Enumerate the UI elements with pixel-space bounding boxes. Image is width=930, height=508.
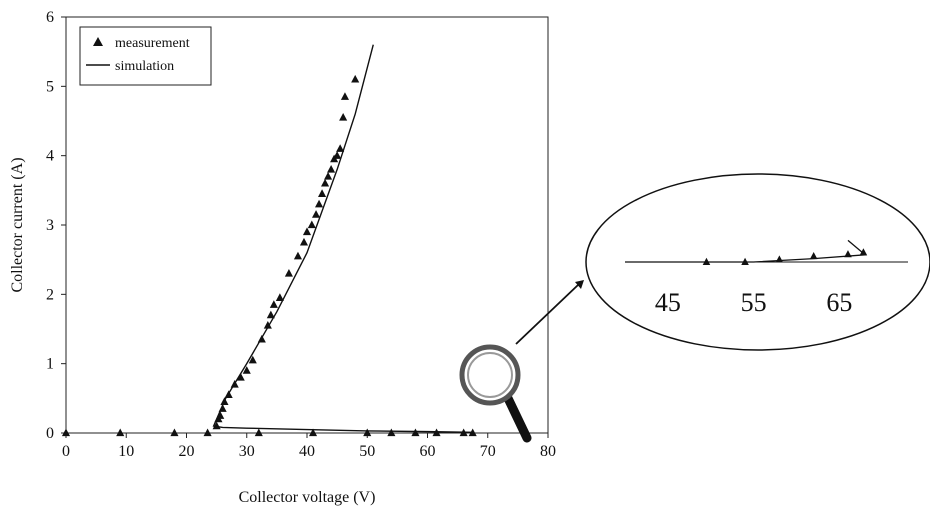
measurement-point <box>230 379 239 388</box>
measurement-point <box>236 373 245 381</box>
simulation-line <box>212 44 473 434</box>
inset-measurement-point <box>809 252 818 260</box>
y-tick-label: 2 <box>46 286 54 303</box>
measurement-series <box>61 74 477 437</box>
x-tick-label: 60 <box>420 443 436 460</box>
measurement-point <box>321 178 330 187</box>
inset-measurement-point <box>844 250 852 258</box>
measurement-point <box>218 404 227 412</box>
measurement-point <box>299 237 309 246</box>
measurement-point <box>340 92 350 100</box>
y-axis-title: Collector current (A) <box>9 157 26 292</box>
magnifier-icon <box>459 344 532 443</box>
measurement-point <box>254 428 263 437</box>
x-axis-title: Collector voltage (V) <box>239 489 376 506</box>
measurement-point <box>411 428 420 437</box>
measurement-point <box>339 113 348 121</box>
inset-x-ticks: 45 55 65 <box>655 288 853 317</box>
measurement-point <box>61 428 71 437</box>
x-tick-label: 80 <box>540 443 556 460</box>
measurement-point <box>387 428 396 437</box>
zoom-arrow <box>515 280 584 345</box>
y-tick-label: 6 <box>46 9 54 26</box>
simulation-series <box>212 44 473 434</box>
x-tick-label: 50 <box>359 443 375 460</box>
measurement-point <box>275 293 284 301</box>
measurement-point <box>170 428 179 437</box>
measurement-point <box>293 251 303 260</box>
measurement-point <box>302 227 312 236</box>
measurement-point <box>220 397 229 405</box>
x-tick-label: 0 <box>62 443 70 460</box>
zoom-inset: 45 55 65 <box>585 173 930 351</box>
measurement-point <box>242 366 251 374</box>
inset-x-tick-label: 45 <box>655 288 681 317</box>
measurement-point <box>203 428 212 437</box>
legend-simulation-label: simulation <box>115 59 174 74</box>
legend: measurement simulation <box>79 26 212 86</box>
y-tick-label: 3 <box>46 217 54 234</box>
measurement-point <box>315 199 324 208</box>
inset-measurement-point <box>702 257 711 265</box>
inset-measurement-point <box>859 248 868 256</box>
measurement-point <box>468 428 477 437</box>
measurement-point <box>269 300 278 308</box>
y-tick-label: 4 <box>46 148 54 165</box>
measurement-point <box>351 74 360 83</box>
x-tick-label: 30 <box>239 443 255 460</box>
y-tick-label: 0 <box>46 425 54 442</box>
y-tick-label: 5 <box>46 78 54 95</box>
measurement-point <box>216 411 225 419</box>
measurement-point <box>308 428 318 437</box>
measurement-point <box>432 428 441 437</box>
measurement-point <box>318 189 327 197</box>
y-axis-ticks: 0 1 2 3 4 5 6 <box>46 9 66 442</box>
measurement-point <box>284 269 293 277</box>
legend-measurement-marker <box>93 37 103 46</box>
measurement-point <box>307 220 316 229</box>
measurement-point <box>263 321 272 329</box>
measurement-point <box>257 334 266 343</box>
measurement-point <box>224 390 233 399</box>
inset-measurement-series <box>702 248 868 265</box>
x-tick-label: 40 <box>299 443 315 460</box>
measurement-point <box>333 151 342 159</box>
measurement-point <box>336 144 345 152</box>
measurement-point <box>212 421 221 430</box>
legend-measurement-label: measurement <box>115 36 190 51</box>
measurement-point <box>248 355 257 364</box>
x-tick-label: 70 <box>480 443 496 460</box>
inset-measurement-point <box>741 257 749 265</box>
measurement-point <box>327 165 336 173</box>
measurement-point <box>266 310 275 319</box>
inset-x-tick-label: 65 <box>826 288 852 317</box>
measurement-point <box>324 171 333 180</box>
inset-measurement-point <box>775 255 784 263</box>
inset-x-tick-label: 55 <box>741 288 767 317</box>
x-axis-ticks: 0 10 20 30 40 50 60 70 80 <box>62 433 556 460</box>
measurement-point <box>311 210 321 218</box>
legend-box <box>79 26 212 86</box>
x-tick-label: 10 <box>118 443 134 460</box>
measurement-point <box>363 428 372 437</box>
measurement-point <box>116 428 125 437</box>
measurement-point <box>459 428 468 437</box>
x-tick-label: 20 <box>179 443 195 460</box>
y-tick-label: 1 <box>46 356 54 373</box>
